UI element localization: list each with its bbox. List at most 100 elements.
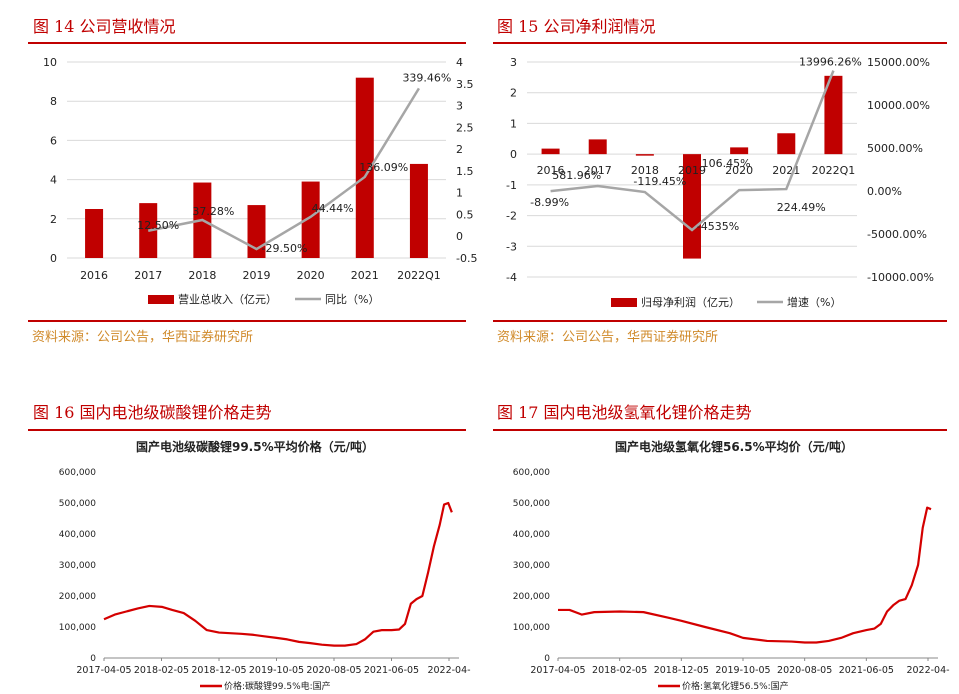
data-label: -29.50% [262,242,308,255]
x-tick-label: 2018 [631,164,659,177]
figure-15-bottom-rule [493,320,947,322]
legend-label: 归母净利润（亿元） [641,295,740,309]
x-tick-label: 2018-02-05 [592,665,647,676]
x-tick-label: 2021-06-05 [364,665,419,676]
y-tick-label: -1 [506,179,517,192]
bar [409,163,428,258]
x-tick-label: 2017 [584,164,612,177]
bar [683,154,701,259]
x-tick-label: 2017-04-05 [76,665,131,676]
y-tick-label: 600,000 [59,468,96,478]
figure-16-panel: 图 16 国内电池级碳酸锂价格走势 国产电池级碳酸锂99.5%平均价格（元/吨）… [0,390,479,694]
x-tick-label: 2018-02-05 [134,665,189,676]
x-tick-label: 2020-08-05 [306,665,361,676]
chart-title: 国产电池级氢氧化锂56.5%平均价（元/吨） [615,439,853,454]
y-tick-label: -2 [506,210,517,223]
y2-tick-label: 0.00% [867,185,902,198]
data-label: 339.46% [402,71,451,84]
data-label: -8.99% [530,196,569,209]
data-label: 106.45% [702,157,751,170]
legend-label: 价格:碳酸锂99.5%电:国产 [224,680,331,692]
legend-bar-swatch [611,298,637,307]
y-tick-label: 1 [510,117,517,130]
price-line [558,506,932,644]
y-tick-label: 300,000 [59,561,96,571]
x-tick-label: 2017 [134,269,162,282]
y-tick-label: 400,000 [59,530,96,540]
figure-15-panel: 图 15 公司净利润情况 -4 -3 -2 -1 0 1 2 3 -10000.00% -5000… [479,0,959,345]
x-tick-label: 2020 [725,164,753,177]
x-tick-label: 2019-10-05 [715,665,770,676]
y-tick-label: 200,000 [59,592,96,602]
y-tick-label: 2 [510,87,517,100]
y-tick-label: 4 [50,174,57,187]
figure-15-top-rule [493,42,947,44]
bar [355,77,374,259]
data-label: 44.44% [312,202,354,215]
y-tick-label: 300,000 [513,561,550,571]
bar [824,75,843,155]
y2-tick-label: -5000.00% [867,228,927,241]
data-label: 136.09% [359,161,408,174]
y-tick-label: 10 [43,56,57,69]
y2-tick-label: 0 [456,230,463,243]
y2-tick-label: -10000.00% [867,271,934,284]
x-tick-label: 2021-06-05 [839,665,894,676]
growth-line [550,70,835,232]
y-tick-label: -4 [506,271,517,284]
figure-17-title: 图 17 国内电池级氢氧化锂价格走势 [497,403,752,422]
y2-tick-label: 1.5 [456,165,474,178]
x-tick-label: 2019-10-05 [249,665,304,676]
y-tick-label: 500,000 [513,499,550,509]
x-tick-label: 2021 [351,269,379,282]
data-label: 13996.26% [799,56,862,69]
y-tick-label: 600,000 [513,468,550,478]
figure-17-chart: 国产电池级氢氧化锂56.5%平均价（元/吨） 0 100,000 200,000 300… [513,439,950,692]
y-tick-label: 500,000 [59,499,96,509]
x-tick-label: 2019 [678,164,706,177]
figure-14-panel: 图 14 公司营收情况 0 2 4 6 8 10 -0.5 0 0.5 1 1.5 2 2.5 3 3.5 4… [0,0,479,345]
y2-tick-label: 3.5 [456,78,474,91]
x-tick-label: 2022-04- [427,665,470,676]
y-tick-label: 0 [510,148,517,161]
data-label: 581.96% [552,169,601,182]
x-tick-label: 2020-08-05 [777,665,832,676]
y-tick-label: 2 [50,213,57,226]
price-line [103,501,453,647]
y2-tick-label: 3 [456,100,463,113]
figure-16-top-rule [28,429,466,431]
chart-title: 国产电池级碳酸锂99.5%平均价格（元/吨） [136,439,374,454]
y-tick-label: 100,000 [513,623,550,633]
y-tick-label: 400,000 [513,530,550,540]
y2-tick-label: 2.5 [456,121,474,134]
figure-17-top-rule [493,429,947,431]
figure-14-source: 资料来源：公司公告，华西证券研究所 [32,330,254,345]
legend-label: 同比（%） [325,293,379,306]
bar [85,209,104,258]
data-label: 12.50% [137,219,179,232]
figure-14-title: 图 14 公司营收情况 [33,17,176,36]
bar [588,139,607,155]
figure-17-panel: 图 17 国内电池级氢氧化锂价格走势 国产电池级氢氧化锂56.5%平均价（元/吨… [479,390,959,694]
figure-14-chart: 0 2 4 6 8 10 -0.5 0 0.5 1 1.5 2 2.5 3 3.5 4 2016 2017 2018… [43,56,477,306]
legend-bar-swatch [148,295,174,304]
data-label: -4535% [697,220,739,233]
y2-tick-label: 1 [456,187,463,200]
y-tick-label: 6 [50,134,57,147]
figure-15-title: 图 15 公司净利润情况 [497,17,656,36]
y-tick-label: 0 [90,654,96,664]
x-tick-label: 2022Q1 [397,269,441,282]
legend-label: 增速（%） [787,295,841,309]
x-tick-label: 2016 [80,269,108,282]
data-label: -119.45% [633,175,686,188]
x-tick-label: 2019 [243,269,271,282]
y-tick-label: 0 [50,252,57,265]
figure-15-chart: -4 -3 -2 -1 0 1 2 3 -10000.00% -5000.00% 0.00% 5000… [506,56,934,309]
data-label: 224.49% [777,201,826,214]
y2-tick-label: 5000.00% [867,142,923,155]
x-tick-label: 2022Q1 [812,164,856,177]
y-tick-label: -3 [506,240,517,253]
x-tick-label: 2022-04- [906,665,949,676]
figure-14-bottom-rule [28,320,466,322]
x-tick-label: 2020 [297,269,325,282]
